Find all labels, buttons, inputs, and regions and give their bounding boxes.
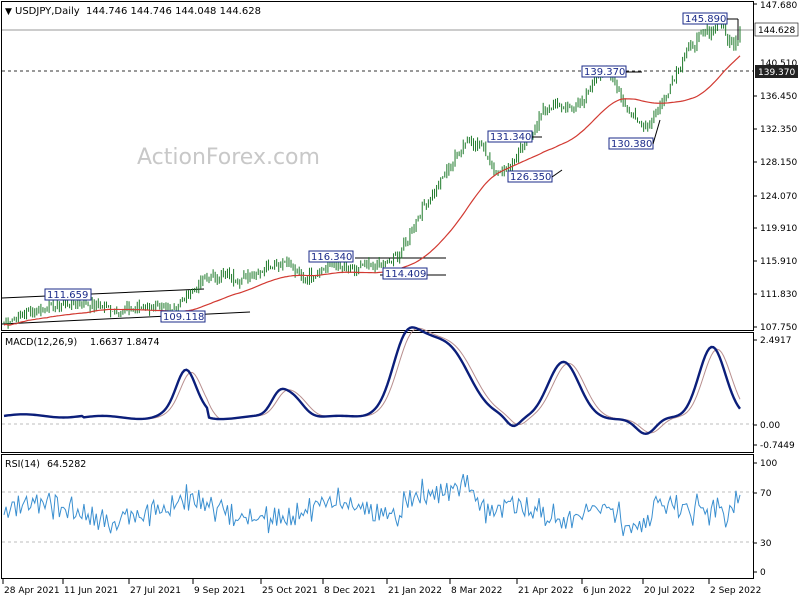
annotation-leader [652,119,661,145]
current-price-tag: 144.628 [754,22,799,37]
macd-title: MACD(12,26,9) [5,337,77,348]
price-axis-label: 132.350 [760,125,797,135]
annotation-text: 109.118 [163,312,204,323]
macd-axis-label: -0.7449 [760,441,795,451]
watermark: ActionForex.com [137,145,320,170]
annotation-text: 130.380 [611,139,652,150]
rsi-axis-label: 30 [760,539,772,549]
x-axis-label: 6 Jun 2022 [583,586,631,596]
price-grid [2,29,753,72]
macd-values: 1.6637 1.8474 [90,337,160,348]
rsi-axis: 100 70 30 0 [753,459,777,578]
price-axis-label: 115.910 [760,257,797,267]
annotation-text: 126.350 [510,172,551,183]
macd-axis: 2.4917 0.00 -0.7449 [753,336,795,451]
x-axis-label: 25 Oct 2021 [262,586,318,596]
chart-symbol: USDJPY,Daily [15,6,80,17]
price-axis-label: 128.150 [760,158,797,168]
x-axis-label: 11 Jun 2021 [64,586,118,596]
channel-lower-line [1,311,251,325]
price-annotation-label: 139.370 [581,65,627,78]
rsi-axis-label: 70 [760,489,772,499]
x-axis-label: 21 Apr 2022 [518,586,574,596]
x-axis-label: 2 Sep 2022 [710,586,761,596]
annotation-box [160,310,206,323]
reference-price-tag: 139.370 [755,65,798,78]
price-annotation-label: 126.350 [507,170,553,183]
macd-axis-label: 2.4917 [760,336,792,346]
rsi-values: 64.5282 [47,459,86,470]
x-axis-label: 21 Jan 2022 [388,586,442,596]
macd-panel-frame [1,332,754,453]
price-annotation-label: 145.890 [682,12,728,25]
price-axis-label: 147.680 [760,1,797,11]
price-axis: 147.680 136.450 132.350 128.150 124.070 119.9… [753,1,797,333]
annotation-text: 131.340 [490,132,531,143]
price-axis-label: 140.510 [760,59,797,69]
macd-line [3,326,741,436]
annotation-box [44,288,92,301]
price-panel-frame [1,1,754,331]
rsi-title: RSI(14) [5,459,40,470]
macd-axis-label: 0.00 [760,421,780,431]
x-axis-label: 27 Jul 2021 [130,586,181,596]
annotation-leader [551,169,563,178]
price-annotation-label: 111.659 [44,288,92,301]
rsi-panel-frame [1,454,754,579]
chart-frames [1,1,754,579]
channel-upper-line [1,288,205,299]
price-annotation-label: 131.340 [487,130,533,143]
annotation-box [308,250,354,263]
price-annotation-label: 114.409 [382,267,428,280]
x-axis-label: 28 Apr 2021 [4,586,60,596]
x-axis-label: 9 Sep 2021 [194,586,245,596]
price-bars [3,19,741,329]
annotation-text: 116.340 [311,252,352,263]
annotation-box [382,267,428,280]
x-axis-label: 20 Jul 2022 [644,586,695,596]
x-axis-label: 8 Mar 2022 [451,586,502,596]
price-axis-label: 107.750 [760,323,797,333]
rsi-axis-label: 0 [760,568,766,578]
moving-average-line [3,55,741,326]
x-axis-label: 8 Dec 2021 [324,586,376,596]
annotation-text: 114.409 [385,269,426,280]
rsi-axis-label: 100 [760,459,777,469]
current-price-label: 144.628 [758,26,795,36]
price-annotation-label: 130.380 [608,137,654,150]
annotation-text: 145.890 [685,14,726,25]
price-axis-label: 119.910 [760,224,797,234]
price-axis-label: 136.450 [760,92,797,102]
price-axis-label: 111.830 [760,290,797,300]
header-arrow: ▼ [5,7,12,17]
price-annotations: 111.659 109.118 116.340 114.409 131.340 126.3… [44,12,739,323]
annotation-text: 139.370 [584,67,625,78]
price-annotation-label: 116.340 [308,250,354,263]
rsi-line [3,473,741,537]
price-axis-label: 124.070 [760,192,797,202]
reference-price-label: 139.370 [758,68,795,78]
price-annotation-label: 109.118 [160,310,206,323]
x-axis: 28 Apr 2021 11 Jun 2021 27 Jul 2021 9 Sep 2… [2,579,761,596]
annotation-text: 111.659 [47,290,88,301]
ohlc-values: 144.746 144.746 144.048 144.628 [86,6,261,17]
